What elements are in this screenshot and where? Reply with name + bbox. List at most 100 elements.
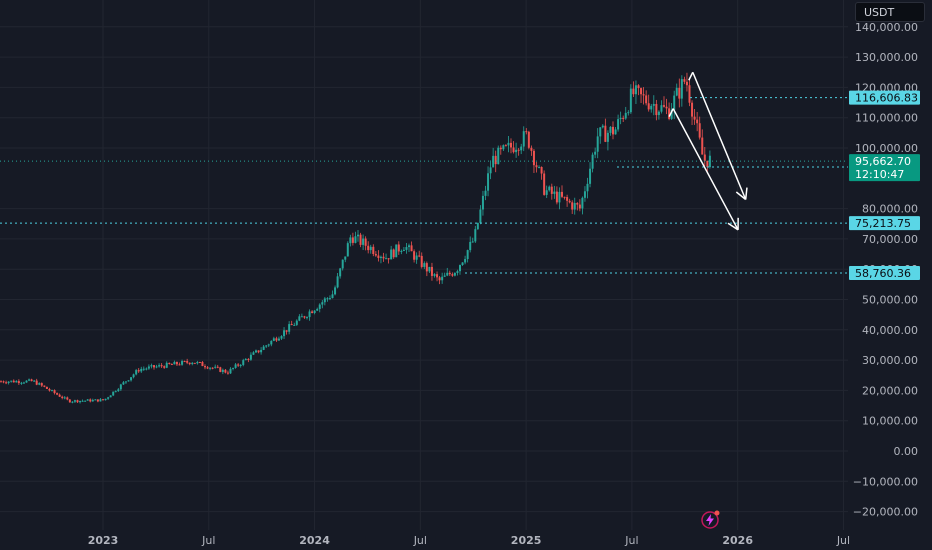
candle (578, 199, 581, 212)
candle (45, 386, 48, 390)
candle (285, 330, 288, 335)
price-tick-label: 0.00 (894, 445, 919, 458)
candle (290, 320, 293, 326)
candle (107, 396, 110, 400)
lightning-icon[interactable] (700, 510, 720, 530)
level-tag-support-2: 75,213.75 (849, 216, 920, 231)
time-tick-label: Jul (836, 534, 850, 547)
trend-arrows (668, 71, 748, 231)
candle (410, 241, 413, 252)
candle (0, 380, 2, 383)
time-tick-label: 2024 (299, 534, 330, 547)
price-axis[interactable]: 140,000.00130,000.00120,000.00110,000.00… (853, 21, 918, 519)
candle (586, 177, 589, 199)
candle (328, 295, 331, 301)
level-tag-support-3: 58,760.36 (849, 265, 920, 280)
candle (48, 387, 51, 392)
trend-arrow[interactable] (668, 108, 739, 231)
candle (512, 141, 515, 154)
candle (206, 365, 209, 370)
candle (683, 76, 686, 85)
candle (576, 202, 579, 211)
candle (484, 185, 487, 201)
candle (334, 285, 337, 296)
candle (2, 380, 5, 384)
candle (104, 398, 107, 401)
candle (38, 382, 41, 386)
candle (469, 236, 472, 253)
candle (175, 361, 178, 366)
candle (51, 389, 53, 392)
price-tick-label: −20,000.00 (853, 506, 918, 519)
candle (543, 170, 546, 196)
candle (308, 309, 311, 321)
candle (306, 316, 308, 320)
candle (122, 381, 125, 385)
candle (132, 373, 135, 379)
candle (267, 343, 270, 348)
candle (614, 126, 617, 135)
candle (10, 380, 13, 383)
price-tick-label: 30,000.00 (862, 354, 918, 367)
candle (211, 367, 214, 370)
candle (489, 160, 492, 180)
candle (346, 241, 349, 257)
candle (214, 364, 217, 369)
candle (451, 272, 454, 277)
candle (459, 264, 461, 275)
candle (209, 367, 212, 371)
candle (433, 273, 436, 278)
candle (76, 399, 79, 403)
candle (53, 389, 56, 395)
candle (183, 360, 186, 363)
candle (604, 118, 607, 143)
candle (456, 269, 459, 276)
candle (550, 183, 553, 200)
candle (295, 319, 298, 326)
candle (510, 138, 512, 154)
candle (318, 303, 321, 313)
price-tick-label: 70,000.00 (862, 233, 918, 246)
candle (364, 236, 367, 251)
candle (481, 190, 484, 216)
candle (622, 115, 625, 122)
candle (288, 321, 291, 335)
candle (691, 100, 694, 125)
candle (66, 396, 69, 401)
candle (402, 247, 405, 252)
candle (632, 81, 635, 97)
candle (382, 252, 385, 262)
time-tick-label: Jul (201, 534, 215, 547)
candle (204, 364, 206, 370)
candle (354, 231, 357, 244)
candle (119, 383, 122, 392)
candle (688, 77, 691, 107)
time-axis[interactable]: 2023 Jul 2024 Jul 2025 Jul 2026 Jul (88, 534, 850, 547)
candle (73, 399, 76, 404)
candle (601, 124, 604, 129)
candle (58, 393, 61, 397)
candle (277, 336, 280, 341)
candle (252, 351, 255, 355)
candle (589, 162, 592, 188)
candle (331, 290, 334, 299)
candle (448, 270, 451, 277)
candle (102, 399, 104, 401)
currency-badge[interactable]: USDT (855, 2, 925, 22)
candle (555, 186, 558, 205)
candle (660, 100, 663, 114)
price-tick-label: 10,000.00 (862, 415, 918, 428)
candle (540, 166, 543, 180)
candle (372, 244, 375, 257)
candle (464, 255, 467, 265)
candle (594, 147, 597, 159)
candle (609, 126, 612, 136)
candle (150, 363, 153, 369)
candle (374, 251, 377, 257)
candle (298, 314, 301, 322)
trend-arrow[interactable] (688, 71, 748, 201)
level-tag-resistance-text: 116,606.83 (855, 92, 918, 105)
candle (571, 200, 574, 214)
candle (158, 363, 161, 368)
